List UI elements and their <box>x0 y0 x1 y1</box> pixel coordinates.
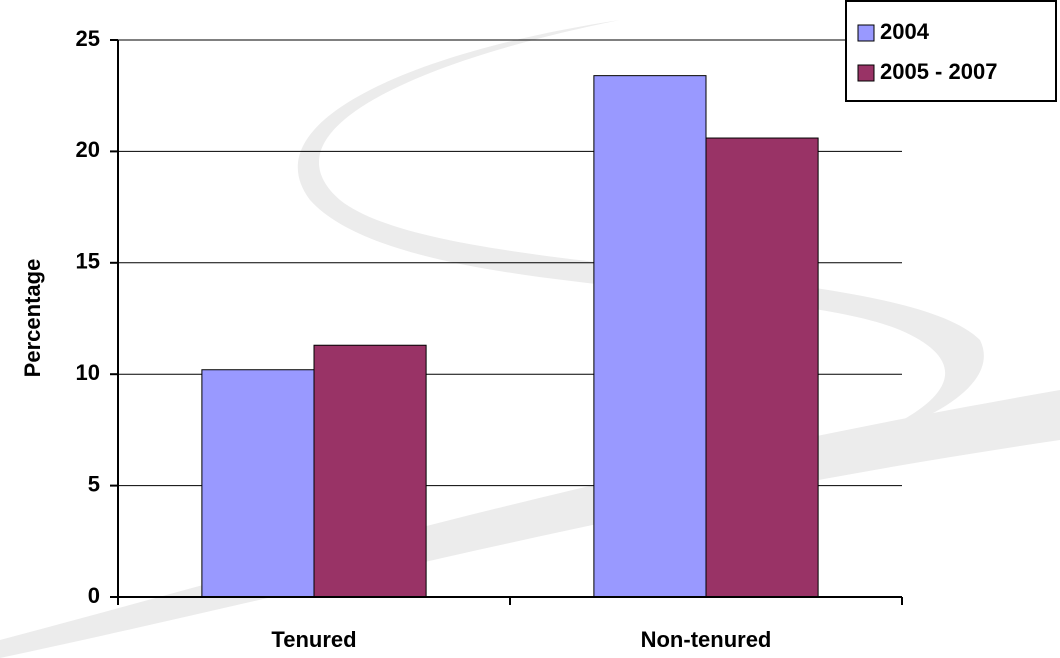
background-swoosh <box>0 20 1060 658</box>
x-tick-label: Tenured <box>271 627 356 652</box>
y-tick-label: 25 <box>76 26 100 51</box>
y-tick-label: 10 <box>76 360 100 385</box>
legend-swatch <box>857 64 875 82</box>
y-tick-label: 20 <box>76 137 100 162</box>
bar <box>201 369 315 598</box>
legend-label: 2005 - 2007 <box>880 59 997 84</box>
y-tick-label: 0 <box>88 583 100 608</box>
legend-box <box>845 0 1057 102</box>
y-axis-label: Percentage <box>20 259 45 378</box>
x-tick-label: Non-tenured <box>641 627 772 652</box>
bar <box>313 344 427 598</box>
legend-swatch <box>857 24 875 42</box>
bar <box>593 75 707 598</box>
legend-label: 2004 <box>880 19 930 44</box>
bar <box>705 137 819 598</box>
y-tick-label: 15 <box>76 249 100 274</box>
y-tick-label: 5 <box>88 471 100 496</box>
